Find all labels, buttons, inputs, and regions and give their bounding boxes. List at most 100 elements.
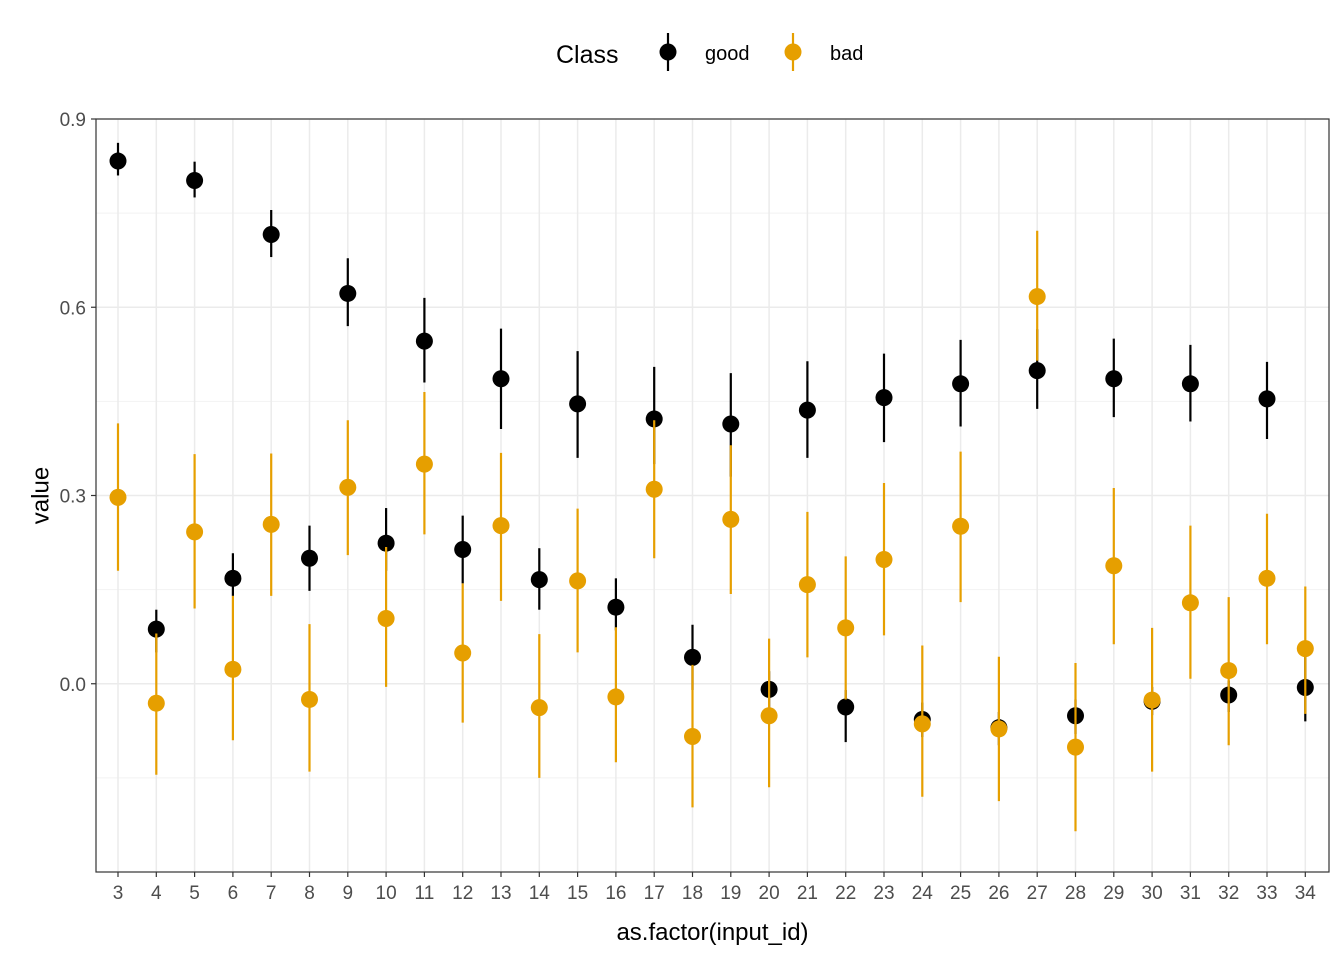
point-bad: [224, 660, 242, 678]
x-tick-label: 14: [529, 883, 551, 904]
x-tick-label: 28: [1065, 883, 1086, 904]
x-tick-label: 7: [266, 883, 277, 904]
point-bad: [415, 455, 433, 473]
point-bad: [1105, 557, 1123, 575]
point-good: [607, 598, 625, 616]
legend-label-good: good: [705, 43, 750, 65]
point-good: [224, 569, 242, 587]
point-bad: [1181, 594, 1199, 612]
point-bad: [147, 694, 165, 712]
legend: Class good bad: [556, 33, 863, 71]
x-tick-label: 8: [304, 883, 315, 904]
point-bad: [262, 515, 280, 533]
point-bad: [377, 609, 395, 627]
point-good: [415, 332, 433, 350]
x-tick-label: 6: [228, 883, 239, 904]
point-good: [377, 534, 395, 552]
point-bad: [875, 551, 893, 569]
x-tick-label: 26: [988, 883, 1009, 904]
x-tick-label: 11: [415, 883, 435, 904]
point-good: [1105, 370, 1123, 388]
x-tick-label: 19: [720, 883, 741, 904]
point-bad: [301, 690, 318, 708]
x-tick-label: 23: [873, 883, 894, 904]
x-tick-label: 18: [682, 883, 703, 904]
point-good: [875, 389, 893, 407]
point-good: [1181, 375, 1199, 393]
y-tick-label: 0.9: [60, 110, 86, 131]
point-bad: [837, 619, 855, 637]
x-tick-label: 4: [151, 883, 162, 904]
point-bad: [645, 480, 663, 498]
point-good: [492, 370, 510, 388]
legend-key-good: [659, 33, 677, 71]
point-bad: [186, 523, 204, 541]
point-good: [645, 410, 663, 428]
point-bad: [1028, 288, 1046, 306]
point-bad: [684, 727, 701, 745]
x-tick-label: 21: [797, 883, 818, 904]
point-bad: [1220, 662, 1238, 680]
x-tick-label: 22: [835, 883, 856, 904]
axes: 0.00.30.60.93 4 5 6 7 8 9 10 11 12 13 14 15 16 17 18 19 2…: [60, 110, 1317, 904]
point-bad: [530, 699, 548, 717]
x-tick-label: 30: [1142, 883, 1163, 904]
point-bad: [722, 510, 740, 528]
x-tick-label: 9: [343, 883, 354, 904]
legend-label-bad: bad: [830, 43, 863, 65]
x-tick-label: 34: [1295, 883, 1317, 904]
x-tick-label: 27: [1027, 883, 1048, 904]
point-bad: [990, 720, 1008, 738]
point-bad: [339, 478, 357, 496]
point-bad: [607, 688, 625, 706]
point-bad: [454, 644, 472, 662]
x-tick-label: 5: [189, 883, 200, 904]
point-good: [684, 648, 701, 666]
x-tick-label: 3: [113, 883, 124, 904]
point-good: [454, 540, 472, 558]
point-good: [952, 375, 970, 393]
x-tick-label: 33: [1256, 883, 1277, 904]
point-bad: [760, 707, 778, 725]
x-tick-label: 12: [452, 883, 473, 904]
point-bad: [913, 715, 931, 733]
x-tick-label: 17: [644, 883, 665, 904]
point-good: [1028, 362, 1046, 380]
point-good: [837, 698, 855, 716]
x-tick-label: 20: [759, 883, 780, 904]
point-good: [530, 571, 548, 589]
point-good: [109, 152, 127, 170]
x-tick-label: 32: [1218, 883, 1239, 904]
point-good: [147, 620, 165, 638]
point-bad: [798, 576, 816, 594]
point-good: [186, 171, 204, 189]
point-good: [798, 401, 816, 419]
series-layer: [109, 142, 1314, 832]
legend-title: Class: [556, 41, 619, 69]
x-tick-label: 15: [567, 883, 588, 904]
legend-key-bad: [784, 33, 802, 71]
x-tick-label: 31: [1180, 883, 1201, 904]
legend-key-point: [784, 43, 802, 61]
series-bad: [109, 230, 1314, 832]
x-axis-title: as.factor(input_id): [616, 919, 808, 946]
point-bad: [1067, 738, 1084, 756]
point-good: [339, 284, 357, 302]
point-bad: [1143, 691, 1161, 709]
x-tick-label: 25: [950, 883, 971, 904]
point-good: [262, 225, 280, 243]
series-good: [109, 142, 1314, 746]
legend-key-point: [659, 43, 677, 61]
point-bad: [1258, 569, 1276, 587]
y-axis-title: value: [27, 467, 54, 524]
point-good: [1258, 390, 1276, 408]
point-good: [722, 415, 740, 433]
x-tick-label: 16: [605, 883, 626, 904]
y-tick-label: 0.3: [60, 487, 86, 508]
point-bad: [492, 517, 510, 535]
point-good: [301, 549, 318, 567]
y-tick-label: 0.0: [60, 675, 86, 696]
point-bad: [109, 488, 127, 506]
x-tick-label: 24: [912, 883, 934, 904]
